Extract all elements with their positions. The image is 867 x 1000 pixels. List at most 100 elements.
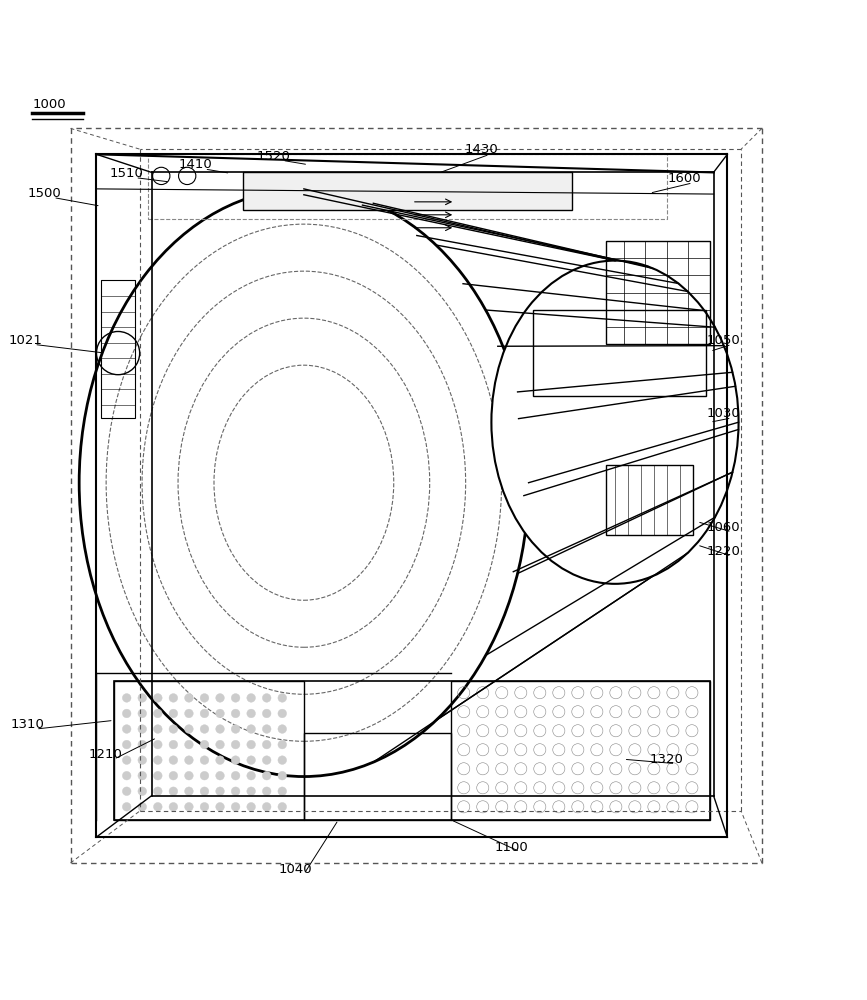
Circle shape: [153, 787, 162, 796]
Circle shape: [278, 802, 287, 811]
Bar: [148, 154, 667, 219]
Circle shape: [231, 787, 240, 796]
Text: 1100: 1100: [494, 841, 528, 854]
Circle shape: [122, 771, 131, 780]
Circle shape: [247, 740, 256, 749]
Circle shape: [200, 709, 209, 718]
Circle shape: [278, 787, 287, 796]
Circle shape: [169, 771, 178, 780]
Circle shape: [138, 756, 147, 764]
Text: 1220: 1220: [706, 545, 740, 558]
Text: 1040: 1040: [278, 863, 312, 876]
Circle shape: [200, 756, 209, 764]
Text: 1520: 1520: [257, 150, 290, 163]
Circle shape: [169, 725, 178, 733]
Bar: [606, 241, 710, 344]
Circle shape: [122, 709, 131, 718]
Bar: [244, 172, 571, 210]
Circle shape: [169, 694, 178, 702]
Circle shape: [169, 709, 178, 718]
Circle shape: [216, 787, 225, 796]
Circle shape: [138, 725, 147, 733]
Circle shape: [153, 725, 162, 733]
Circle shape: [153, 740, 162, 749]
Circle shape: [122, 787, 131, 796]
Circle shape: [263, 709, 271, 718]
Circle shape: [153, 694, 162, 702]
Circle shape: [185, 740, 193, 749]
Circle shape: [122, 725, 131, 733]
Text: 1210: 1210: [88, 748, 122, 761]
Circle shape: [263, 771, 271, 780]
Circle shape: [138, 802, 147, 811]
Circle shape: [169, 756, 178, 764]
Circle shape: [231, 802, 240, 811]
Circle shape: [247, 802, 256, 811]
Text: 1600: 1600: [668, 172, 701, 185]
Circle shape: [216, 756, 225, 764]
Circle shape: [138, 787, 147, 796]
Bar: [533, 310, 706, 396]
Bar: [606, 465, 693, 535]
Bar: [303, 733, 451, 820]
Circle shape: [231, 725, 240, 733]
Text: 1310: 1310: [10, 718, 44, 731]
Circle shape: [231, 771, 240, 780]
Circle shape: [185, 771, 193, 780]
Circle shape: [216, 771, 225, 780]
Circle shape: [247, 787, 256, 796]
Bar: [451, 681, 710, 820]
Circle shape: [169, 740, 178, 749]
Text: 1510: 1510: [110, 167, 144, 180]
Circle shape: [216, 725, 225, 733]
Circle shape: [122, 740, 131, 749]
Circle shape: [169, 802, 178, 811]
Ellipse shape: [492, 261, 739, 584]
Text: 1050: 1050: [706, 334, 740, 347]
Circle shape: [247, 709, 256, 718]
Circle shape: [122, 756, 131, 764]
Circle shape: [263, 756, 271, 764]
Circle shape: [231, 709, 240, 718]
Circle shape: [185, 709, 193, 718]
Circle shape: [216, 709, 225, 718]
Circle shape: [247, 725, 256, 733]
Circle shape: [263, 694, 271, 702]
Circle shape: [185, 694, 193, 702]
Circle shape: [153, 756, 162, 764]
Circle shape: [263, 740, 271, 749]
Circle shape: [153, 771, 162, 780]
Circle shape: [216, 802, 225, 811]
Text: 1410: 1410: [179, 158, 212, 171]
Circle shape: [185, 787, 193, 796]
Text: 1500: 1500: [28, 187, 62, 200]
Bar: [101, 280, 135, 418]
Bar: [114, 681, 303, 820]
Circle shape: [200, 725, 209, 733]
Circle shape: [200, 771, 209, 780]
Circle shape: [169, 787, 178, 796]
Circle shape: [185, 756, 193, 764]
Circle shape: [153, 709, 162, 718]
Text: 1320: 1320: [650, 753, 684, 766]
Circle shape: [200, 787, 209, 796]
Circle shape: [278, 771, 287, 780]
Circle shape: [138, 709, 147, 718]
Circle shape: [200, 802, 209, 811]
Bar: [114, 681, 710, 820]
Circle shape: [231, 694, 240, 702]
Circle shape: [185, 725, 193, 733]
Circle shape: [138, 694, 147, 702]
Circle shape: [138, 740, 147, 749]
Circle shape: [231, 756, 240, 764]
Circle shape: [278, 694, 287, 702]
Circle shape: [138, 771, 147, 780]
Circle shape: [122, 694, 131, 702]
Circle shape: [263, 802, 271, 811]
Circle shape: [200, 694, 209, 702]
Circle shape: [278, 709, 287, 718]
Circle shape: [231, 740, 240, 749]
Circle shape: [263, 787, 271, 796]
Circle shape: [247, 756, 256, 764]
Text: 1060: 1060: [707, 521, 740, 534]
